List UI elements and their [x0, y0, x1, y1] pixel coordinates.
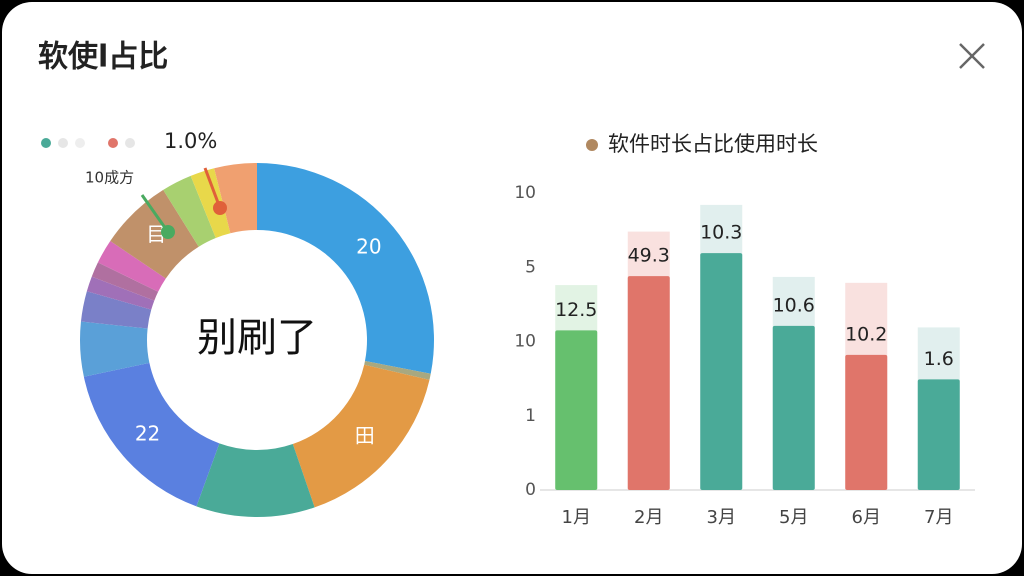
legend-marker: [586, 139, 598, 151]
bar: [845, 354, 888, 490]
segment-label: 20: [356, 234, 381, 258]
segment-label: 田: [355, 424, 375, 448]
legend-dots: [41, 138, 135, 148]
y-tick-label: 1: [525, 406, 536, 426]
donut-segment: [80, 321, 150, 377]
donut-segment: [86, 276, 155, 310]
close-button[interactable]: [959, 43, 985, 69]
donut-segment: [196, 443, 315, 517]
x-tick-label: 6月: [852, 507, 881, 528]
donut-segment: [190, 168, 231, 239]
annotation: 10成方: [85, 169, 134, 187]
bar-label: 12.5: [555, 299, 597, 321]
segment-label: 目: [146, 222, 166, 246]
x-tick-label: 3月: [707, 507, 736, 528]
y-tick-label: 10: [514, 183, 536, 203]
segment-label: 22: [135, 422, 160, 446]
bar-label: 10.6: [773, 294, 815, 316]
donut-segment: [163, 175, 216, 247]
bar-label: 1.6: [924, 348, 954, 370]
donut-segment: [257, 163, 434, 374]
y-tick-label: 0: [525, 480, 536, 500]
bar-label: 10.2: [845, 323, 887, 345]
callout-line: [203, 167, 222, 209]
callout-dot: [161, 225, 175, 239]
annotation: 1.0%: [164, 129, 217, 153]
x-tick-label: 1月: [562, 507, 591, 528]
donut-segment: [91, 262, 159, 301]
donut-segment: [292, 364, 430, 508]
donut-segment: [80, 291, 152, 329]
center-text: 别刷了: [197, 315, 317, 361]
bar: [772, 325, 815, 490]
bar-label: 10.3: [700, 222, 742, 244]
callout-dot: [213, 201, 227, 215]
bar-label: 49.3: [628, 245, 670, 267]
dialog-title: 软使l占比: [38, 40, 168, 75]
legend-text: 软件时长占比使用时长: [608, 132, 818, 156]
donut-segment: [97, 241, 166, 292]
y-tick-label: 5: [525, 257, 536, 277]
x-tick-label: 7月: [924, 507, 953, 528]
donut-segment: [83, 362, 220, 507]
bar: [917, 379, 960, 490]
y-tick-label: 10: [514, 332, 536, 352]
bar: [555, 330, 598, 490]
bar: [627, 276, 670, 490]
x-tick-label: 5月: [779, 507, 808, 528]
donut-segment: [110, 189, 199, 279]
donut-segment: [214, 163, 257, 234]
x-tick-label: 2月: [634, 507, 663, 528]
callout-line: [140, 194, 170, 233]
donut-segment: [364, 360, 431, 380]
bar: [700, 253, 743, 490]
